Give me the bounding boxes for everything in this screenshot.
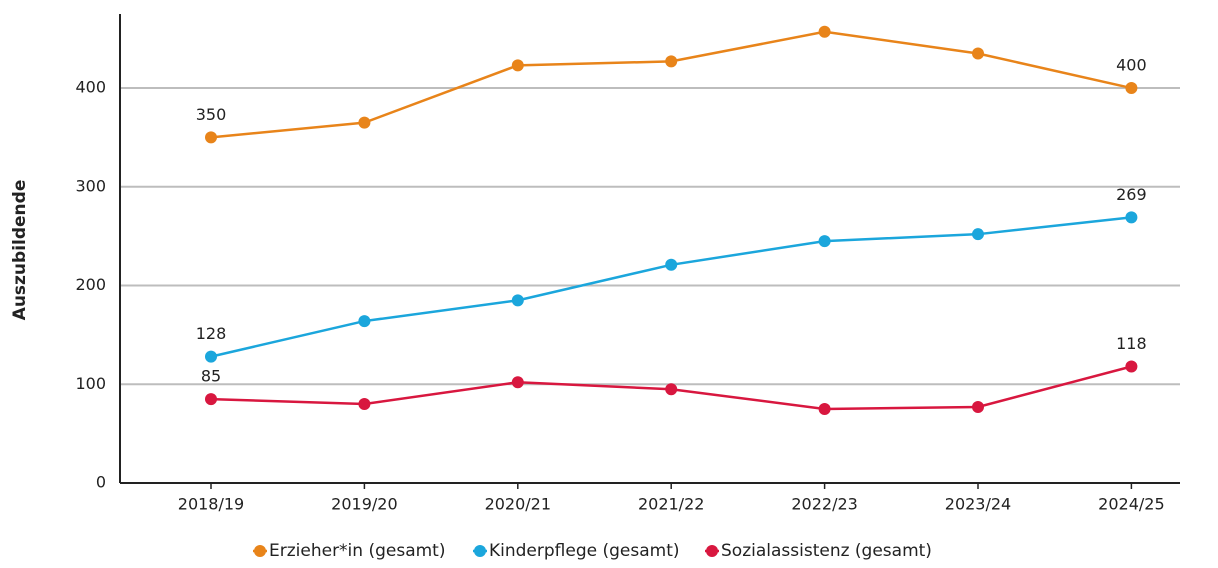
series-line	[210, 216, 1132, 358]
x-tick-label: 2021/22	[638, 495, 704, 514]
y-tick-label: 0	[96, 473, 106, 492]
data-label: 85	[201, 367, 221, 386]
data-point	[818, 402, 831, 415]
legend-label: Sozialassistenz (gesamt)	[721, 541, 932, 561]
data-point	[665, 55, 678, 68]
data-point	[972, 228, 984, 241]
data-point	[665, 383, 678, 396]
data-label: 269	[1116, 185, 1147, 204]
data-point	[205, 393, 217, 406]
y-tick-label: 100	[75, 374, 106, 393]
data-point	[1125, 360, 1138, 373]
y-tick-label: 400	[75, 78, 106, 97]
x-tick-label: 2018/19	[178, 495, 244, 514]
data-label: 350	[196, 105, 227, 124]
legend-label: Erzieher*in (gesamt)	[269, 541, 445, 561]
data-point	[1125, 82, 1138, 95]
y-tick-label: 300	[75, 176, 106, 195]
x-tick-label: 2022/23	[791, 495, 857, 514]
data-point	[358, 315, 371, 328]
data-point	[818, 25, 831, 38]
data-point	[358, 398, 371, 411]
x-tick-label: 2023/24	[945, 495, 1011, 514]
data-point	[511, 294, 524, 307]
y-axis-label: Auszubildende	[10, 180, 30, 321]
data-point	[1125, 211, 1138, 224]
data-point	[205, 131, 217, 144]
data-point	[358, 116, 371, 129]
legend-swatch	[254, 545, 266, 557]
data-point	[511, 59, 524, 72]
legend-swatch	[474, 545, 486, 557]
data-point	[972, 47, 984, 60]
data-point	[972, 400, 984, 413]
y-tick-label: 200	[75, 275, 106, 294]
x-tick-label: 2024/25	[1098, 495, 1164, 514]
data-point	[818, 235, 831, 248]
data-label: 400	[1116, 56, 1147, 75]
x-tick-label: 2019/20	[331, 495, 397, 514]
series-line	[210, 30, 1132, 139]
data-point	[665, 258, 678, 271]
legend-label: Kinderpflege (gesamt)	[489, 541, 680, 561]
data-label: 118	[1116, 334, 1147, 353]
data-point	[205, 350, 217, 363]
data-label: 128	[196, 324, 227, 343]
data-point	[511, 376, 524, 389]
legend-swatch	[706, 545, 718, 557]
x-tick-label: 2020/21	[485, 495, 551, 514]
